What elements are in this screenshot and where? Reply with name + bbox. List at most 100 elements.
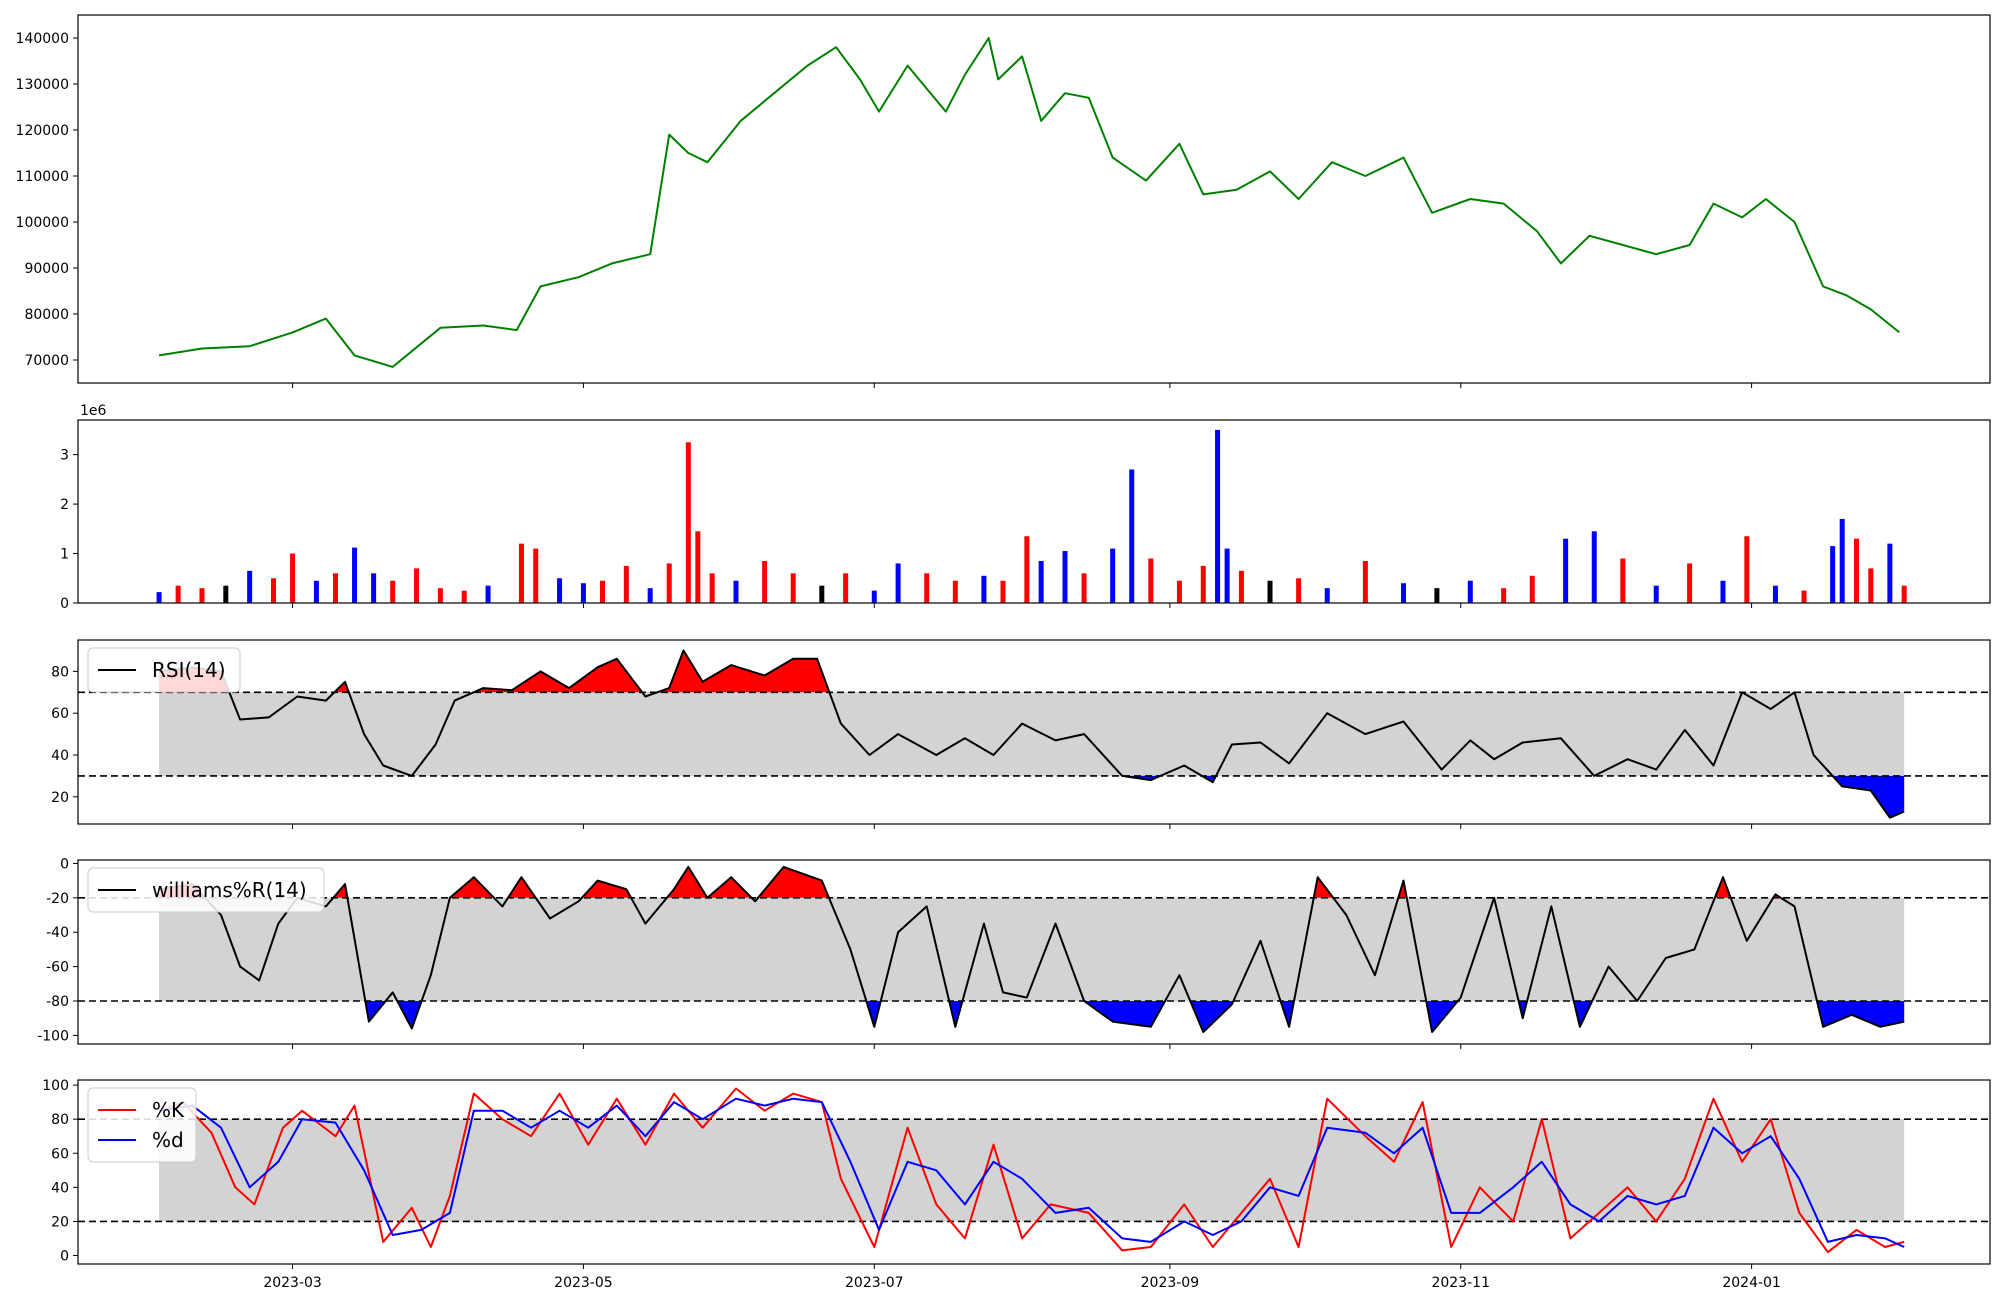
price-ytick-label: 90000 (24, 261, 69, 277)
volume-bar (1839, 518, 1845, 603)
volume-bar (623, 565, 629, 603)
williams-ytick-label: -60 (46, 960, 69, 976)
rsi-oversold-fill (1832, 775, 1905, 818)
volume-bar (1620, 558, 1626, 603)
stochastic-series-line (158, 1087, 1905, 1254)
volume-bar (485, 585, 491, 603)
volume-bar (1362, 560, 1368, 603)
volume-bar (1215, 429, 1221, 603)
volume-bar (332, 573, 338, 603)
volume-bar (1529, 575, 1535, 603)
xtick-label: 2024-01 (1722, 1275, 1781, 1291)
volume-bar (1024, 536, 1030, 603)
volume-bar (352, 547, 358, 603)
volume-bar (371, 573, 377, 603)
price-ytick-label: 80000 (24, 307, 69, 323)
volume-bar (414, 568, 420, 603)
volume-bar (156, 592, 162, 603)
stochastic-ytick-label: 80 (51, 1112, 69, 1128)
volume-bar (1238, 570, 1244, 603)
rsi-series-line (158, 649, 1905, 819)
rsi-axes-frame (77, 639, 1991, 825)
williams-oversold-fill (1426, 1001, 1458, 1032)
volume-bar (695, 531, 701, 603)
volume-bar (1901, 585, 1907, 603)
price-ytick-label: 130000 (16, 77, 69, 93)
xtick-label: 2023-05 (554, 1275, 613, 1291)
williams-legend-label: williams%R(14) (152, 878, 307, 902)
volume-bar (1000, 580, 1006, 603)
rsi-ytick-label: 60 (51, 706, 69, 722)
volume-bar (599, 580, 605, 603)
volume-bar (1653, 585, 1659, 603)
stochastic-ytick-label: 0 (60, 1248, 69, 1264)
stochastic-series-line (158, 1097, 1905, 1248)
williams-overbought-fill (1714, 877, 1731, 898)
williams-legend-box (87, 867, 325, 913)
williams-legend: williams%R(14) (87, 867, 325, 913)
stochastic-ytick-label: 20 (51, 1214, 69, 1230)
williams-oversold-fill (397, 1001, 422, 1029)
price-ytick-label: 110000 (16, 169, 69, 185)
volume-bar (1720, 580, 1726, 603)
stochastic-neutral-band (159, 1119, 1905, 1222)
volume-bar (762, 560, 768, 603)
volume-bar (843, 573, 849, 603)
williams-r-panel: 0 -20 -40 -60 -80 -100 williams%R(14) (37, 856, 1991, 1045)
williams-overbought-fill (757, 866, 829, 898)
stochastic-legend: %K %d (87, 1087, 197, 1163)
volume-bar (557, 578, 563, 603)
volume-offset-text: 1e6 (80, 403, 107, 419)
stochastic-legend-label: %K (152, 1098, 185, 1122)
volume-bar (223, 585, 229, 603)
volume-bar (1501, 588, 1507, 603)
volume-bar (1176, 580, 1182, 603)
williams-oversold-fill (949, 1001, 963, 1027)
williams-ytick-label: -40 (46, 925, 69, 941)
williams-ytick-label: -20 (46, 891, 69, 907)
rsi-legend-label: RSI(14) (152, 658, 226, 682)
williams-overbought-fill (508, 877, 536, 898)
volume-bar (290, 553, 296, 603)
volume-bar (1591, 531, 1597, 603)
volume-bar (924, 573, 930, 603)
volume-bar (1224, 548, 1230, 603)
williams-oversold-fill (1817, 1001, 1905, 1027)
price-panel: 70000 80000 90000 100000 110000 120000 130000 1… (16, 14, 1991, 384)
williams-axes-frame (77, 859, 1991, 1045)
volume-bar (461, 590, 467, 603)
volume-bar (1853, 538, 1859, 603)
stochastic-ytick-label: 100 (42, 1078, 69, 1094)
stochastic-axes-frame (77, 1079, 1991, 1265)
volume-bar (1324, 588, 1330, 603)
xtick-label: 2023-03 (263, 1275, 322, 1291)
volume-bar (952, 580, 958, 603)
price-ytick-label: 140000 (16, 31, 69, 47)
volume-bar (790, 573, 796, 603)
volume-bar (1887, 543, 1893, 603)
volume-bar (199, 588, 205, 603)
volume-ytick-label: 2 (60, 497, 69, 513)
volume-ytick-label: 0 (60, 596, 69, 612)
volume-bar (1110, 548, 1116, 603)
price-ytick-label: 70000 (24, 353, 69, 369)
williams-overbought-fill (666, 866, 708, 898)
volume-bar (981, 575, 987, 603)
rsi-ytick-label: 80 (51, 664, 69, 680)
volume-bar (1296, 578, 1302, 603)
xtick-label: 2023-07 (845, 1275, 904, 1291)
volume-panel: 0 1 2 3 (60, 419, 1991, 612)
volume-ytick-label: 3 (60, 448, 69, 464)
volume-bar (1081, 573, 1087, 603)
stochastic-ytick-label: 40 (51, 1180, 69, 1196)
volume-bar (270, 578, 276, 603)
price-line (158, 37, 1901, 368)
rsi-legend-box (87, 647, 241, 693)
volume-bar (1038, 560, 1044, 603)
williams-oversold-fill (1084, 1001, 1166, 1027)
volume-bar (1200, 565, 1206, 603)
volume-bar (1868, 568, 1874, 603)
xtick-label: 2023-09 (1141, 1275, 1200, 1291)
volume-bar (895, 563, 901, 603)
williams-overbought-fill (707, 877, 752, 898)
